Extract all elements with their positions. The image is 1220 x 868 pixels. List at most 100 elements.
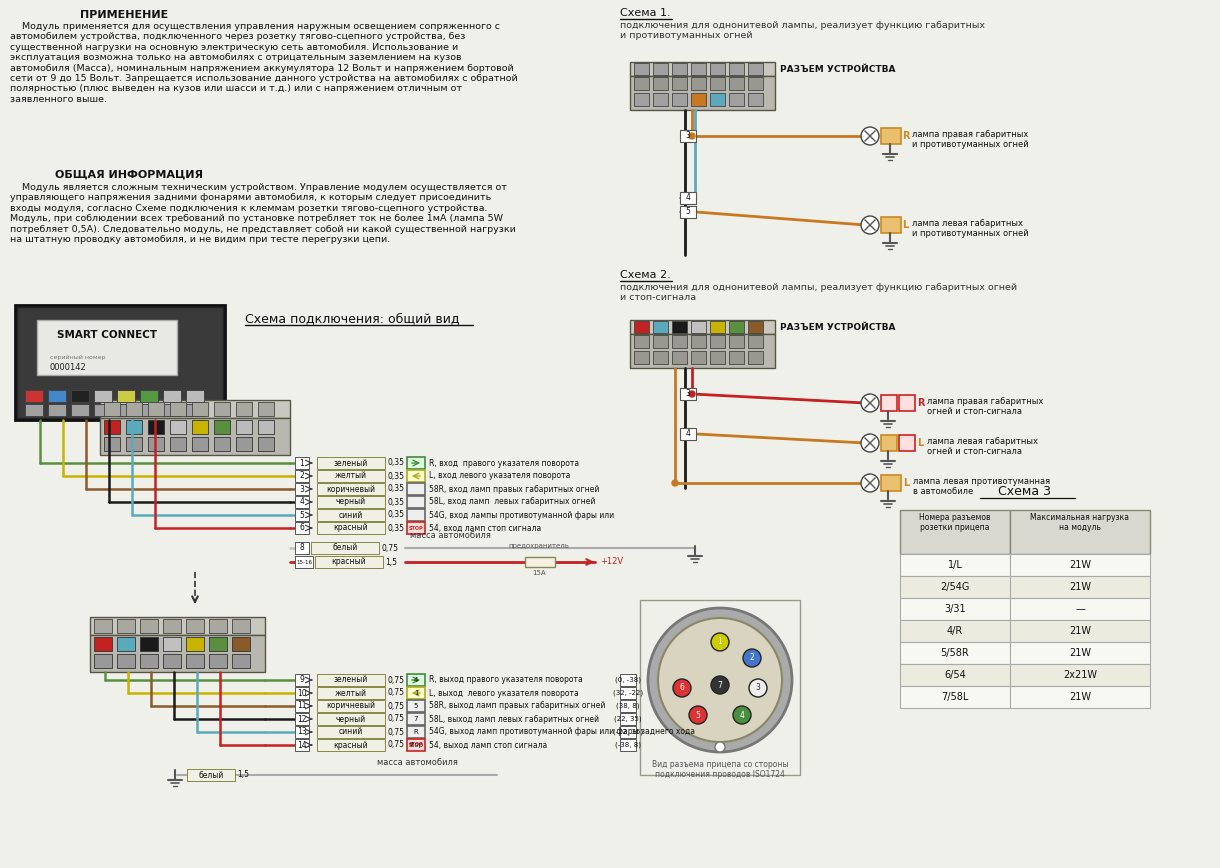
Text: Схема 1.: Схема 1. xyxy=(620,8,671,18)
Bar xyxy=(691,321,706,333)
Bar xyxy=(899,435,915,451)
Bar xyxy=(257,437,275,451)
Text: 12: 12 xyxy=(298,714,306,724)
Bar xyxy=(691,351,706,364)
Text: масса автомобиля: масса автомобиля xyxy=(410,531,490,540)
Bar xyxy=(235,420,253,434)
Bar xyxy=(620,726,636,738)
Circle shape xyxy=(658,618,782,742)
Circle shape xyxy=(861,216,878,234)
Bar xyxy=(257,402,275,416)
Bar xyxy=(730,77,744,90)
Bar xyxy=(140,637,159,651)
Text: —: — xyxy=(1075,604,1085,614)
Bar xyxy=(17,307,223,418)
Circle shape xyxy=(715,742,725,752)
Bar xyxy=(140,654,159,668)
Bar xyxy=(710,63,725,75)
Bar xyxy=(140,404,159,416)
Text: 58L, вход ламп  левых габаритных огней: 58L, вход ламп левых габаритных огней xyxy=(429,497,595,507)
Bar xyxy=(748,321,762,333)
Text: 2: 2 xyxy=(749,654,754,662)
Bar xyxy=(317,509,386,521)
Bar xyxy=(163,619,181,633)
Bar xyxy=(748,351,762,364)
Bar xyxy=(620,700,636,712)
Bar xyxy=(295,496,309,508)
Text: и противотуманных огней: и противотуманных огней xyxy=(913,229,1028,238)
Text: ПРИМЕНЕНИЕ: ПРИМЕНЕНИЕ xyxy=(81,10,168,20)
Bar xyxy=(24,390,43,402)
Text: 21W: 21W xyxy=(1069,692,1091,702)
Text: красный: красный xyxy=(334,740,368,749)
Bar xyxy=(104,437,120,451)
Text: 54G, вход лампы противотуманной фары или: 54G, вход лампы противотуманной фары или xyxy=(429,510,614,520)
Text: 58L, выход ламп левых габаритных огней: 58L, выход ламп левых габаритных огней xyxy=(429,714,599,724)
Text: L, вход левого указателя поворота: L, вход левого указателя поворота xyxy=(429,471,571,481)
Bar xyxy=(295,470,309,482)
Text: 2: 2 xyxy=(300,471,304,481)
Text: зеленый: зеленый xyxy=(334,675,368,685)
Bar xyxy=(317,522,386,534)
Bar xyxy=(1010,686,1150,708)
Bar xyxy=(192,437,207,451)
Bar xyxy=(407,522,425,534)
Bar xyxy=(71,404,89,416)
Circle shape xyxy=(689,391,695,397)
Bar xyxy=(187,769,235,781)
Text: 54, выход ламп стоп сигнала: 54, выход ламп стоп сигнала xyxy=(429,740,548,749)
Text: 15А: 15А xyxy=(532,570,545,576)
Text: Максимальная нагрузка
на модуль: Максимальная нагрузка на модуль xyxy=(1031,513,1130,532)
Bar xyxy=(653,351,669,364)
Bar xyxy=(710,351,725,364)
Text: 58R, вход ламп правых габаритных огней: 58R, вход ламп правых габаритных огней xyxy=(429,484,599,494)
Bar xyxy=(126,437,142,451)
Bar xyxy=(185,404,204,416)
Bar xyxy=(90,635,265,672)
Circle shape xyxy=(711,676,730,694)
Text: серийный номер: серийный номер xyxy=(50,355,105,360)
Bar xyxy=(630,76,775,110)
Bar xyxy=(232,654,250,668)
Bar xyxy=(900,554,1010,576)
Bar xyxy=(209,619,227,633)
Bar xyxy=(71,390,89,402)
Bar xyxy=(407,483,425,495)
Bar xyxy=(680,192,695,204)
Text: 2x21W: 2x21W xyxy=(1063,670,1097,680)
Bar xyxy=(407,470,425,482)
Text: 7: 7 xyxy=(414,716,418,722)
Bar xyxy=(748,63,762,75)
Bar xyxy=(881,128,902,144)
Bar xyxy=(163,637,181,651)
Bar xyxy=(1010,510,1150,554)
Bar xyxy=(126,402,142,416)
Text: желтый: желтый xyxy=(336,688,367,698)
Bar xyxy=(620,674,636,686)
Text: 13: 13 xyxy=(298,727,306,737)
Bar xyxy=(170,402,185,416)
Bar xyxy=(48,404,66,416)
Bar xyxy=(407,700,425,712)
Bar xyxy=(185,390,204,402)
Bar xyxy=(214,420,231,434)
Text: 1,5: 1,5 xyxy=(237,771,249,779)
Bar xyxy=(1010,554,1150,576)
Bar xyxy=(691,335,706,348)
Text: R: R xyxy=(902,131,909,141)
Bar xyxy=(634,77,649,90)
Bar xyxy=(900,598,1010,620)
Bar xyxy=(407,509,425,521)
Bar xyxy=(730,335,744,348)
Bar xyxy=(214,402,231,416)
Bar xyxy=(900,642,1010,664)
Circle shape xyxy=(861,434,878,452)
Bar xyxy=(672,335,687,348)
Text: 21W: 21W xyxy=(1069,648,1091,658)
Text: лампа правая габаритных: лампа правая габаритных xyxy=(927,397,1043,406)
Text: 4: 4 xyxy=(300,497,305,507)
Circle shape xyxy=(672,480,678,486)
Bar xyxy=(710,335,725,348)
Bar xyxy=(295,556,314,568)
Text: Номера разъемов
розетки прицепа: Номера разъемов розетки прицепа xyxy=(919,513,991,532)
